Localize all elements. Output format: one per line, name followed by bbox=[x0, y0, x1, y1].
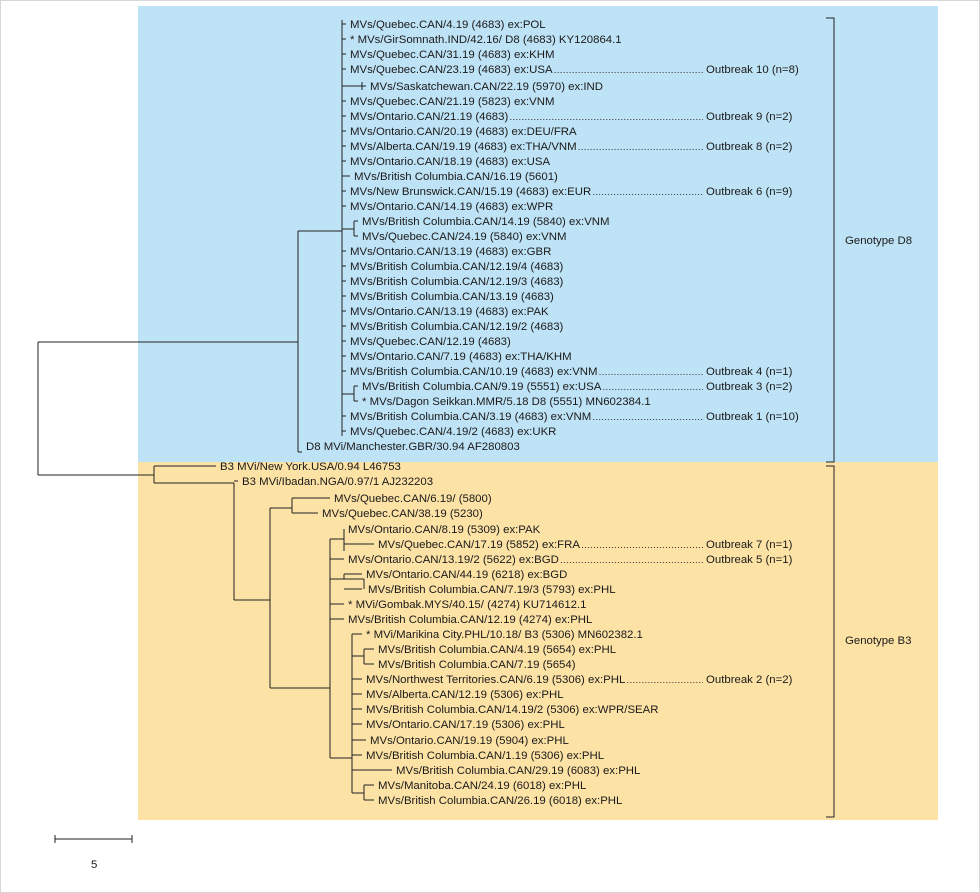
outbreak-label: Outbreak 5 (n=1) bbox=[706, 554, 793, 566]
taxon-label: MVs/Ontario.CAN/17.19 (5306) ex:PHL bbox=[366, 719, 565, 731]
taxon-label: MVs/British Columbia.CAN/12.19/4 (4683) bbox=[350, 261, 564, 273]
taxon-label: * MVs/Dagon Seikkan.MMR/5.18 D8 (5551) M… bbox=[362, 396, 651, 408]
taxon-label: MVs/Ontario.CAN/7.19 (4683) ex:THA/KHM bbox=[350, 351, 572, 363]
taxon-label: MVs/Quebec.CAN/17.19 (5852) ex:FRA bbox=[378, 539, 580, 551]
taxon-label: MVs/Ontario.CAN/19.19 (5904) ex:PHL bbox=[370, 735, 569, 747]
taxon-label: MVs/Alberta.CAN/12.19 (5306) ex:PHL bbox=[366, 689, 564, 701]
taxon-label: MVs/Northwest Territories.CAN/6.19 (5306… bbox=[366, 674, 625, 686]
taxon-label: MVs/British Columbia.CAN/1.19 (5306) ex:… bbox=[366, 750, 604, 762]
taxon-label: MVs/Ontario.CAN/8.19 (5309) ex:PAK bbox=[348, 524, 541, 536]
taxon-label: B3 MVi/New York.USA/0.94 L46753 bbox=[220, 461, 401, 473]
genotype-bracket bbox=[826, 17, 835, 463]
genotype-d8-region bbox=[138, 6, 938, 462]
taxon-label: MVs/Quebec.CAN/23.19 (4683) ex:USA bbox=[350, 64, 553, 76]
taxon-label: MVs/British Columbia.CAN/16.19 (5601) bbox=[354, 171, 558, 183]
taxon-label: MVs/Ontario.CAN/13.19/2 (5622) ex:BGD bbox=[348, 554, 559, 566]
taxon-label: * MVi/Gombak.MYS/40.15/ (4274) KU714612.… bbox=[348, 599, 587, 611]
taxon-label: MVs/Manitoba.CAN/24.19 (6018) ex:PHL bbox=[378, 780, 586, 792]
outbreak-label: Outbreak 10 (n=8) bbox=[706, 64, 799, 76]
taxon-label: MVs/British Columbia.CAN/7.19/3 (5793) e… bbox=[368, 584, 616, 596]
outbreak-label: Outbreak 9 (n=2) bbox=[706, 111, 793, 123]
taxon-label: MVs/British Columbia.CAN/13.19 (4683) bbox=[350, 291, 554, 303]
taxon-label: MVs/Ontario.CAN/14.19 (4683) ex:WPR bbox=[350, 201, 553, 213]
genotype-label: Genotype B3 bbox=[845, 635, 912, 647]
taxon-label: MVs/Quebec.CAN/6.19/ (5800) bbox=[334, 493, 492, 505]
outbreak-label: Outbreak 7 (n=1) bbox=[706, 539, 793, 551]
taxon-label: MVs/British Columbia.CAN/10.19 (4683) ex… bbox=[350, 366, 598, 378]
outbreak-label: Outbreak 4 (n=1) bbox=[706, 366, 793, 378]
taxon-label: MVs/Quebec.CAN/4.19 (4683) ex:POL bbox=[350, 19, 546, 31]
taxon-label: MVs/British Columbia.CAN/14.19/2 (5306) … bbox=[366, 704, 658, 716]
taxon-label: MVs/Quebec.CAN/4.19/2 (4683) ex:UKR bbox=[350, 426, 556, 438]
taxon-label: MVs/New Brunswick.CAN/15.19 (4683) ex:EU… bbox=[350, 186, 591, 198]
taxon-label: B3 MVi/Ibadan.NGA/0.97/1 AJ232203 bbox=[242, 476, 433, 488]
taxon-label: MVs/Quebec.CAN/24.19 (5840) ex:VNM bbox=[362, 231, 567, 243]
outbreak-label: Outbreak 6 (n=9) bbox=[706, 186, 793, 198]
taxon-label: MVs/Ontario.CAN/13.19 (4683) ex:PAK bbox=[350, 306, 549, 318]
genotype-label: Genotype D8 bbox=[845, 235, 912, 247]
taxon-label: * MVs/GirSomnath.IND/42.16/ D8 (4683) KY… bbox=[350, 34, 622, 46]
scale-bar-label: 5 bbox=[91, 859, 97, 871]
taxon-label: MVs/British Columbia.CAN/7.19 (5654) bbox=[378, 659, 576, 671]
taxon-label: MVs/Saskatchewan.CAN/22.19 (5970) ex:IND bbox=[370, 81, 603, 93]
taxon-label: MVs/Quebec.CAN/21.19 (5823) ex:VNM bbox=[350, 96, 555, 108]
taxon-label: MVs/British Columbia.CAN/9.19 (5551) ex:… bbox=[362, 381, 602, 393]
taxon-label: MVs/British Columbia.CAN/12.19/2 (4683) bbox=[350, 321, 564, 333]
taxon-label: MVs/British Columbia.CAN/29.19 (6083) ex… bbox=[396, 765, 640, 777]
taxon-label: MVs/Alberta.CAN/19.19 (4683) ex:THA/VNM bbox=[350, 141, 577, 153]
taxon-label: D8 MVi/Manchester.GBR/30.94 AF280803 bbox=[306, 441, 520, 453]
taxon-label: MVs/Quebec.CAN/31.19 (4683) ex:KHM bbox=[350, 49, 555, 61]
taxon-label: MVs/British Columbia.CAN/14.19 (5840) ex… bbox=[362, 216, 610, 228]
taxon-label: MVs/Ontario.CAN/13.19 (4683) ex:GBR bbox=[350, 246, 551, 258]
taxon-label: MVs/British Columbia.CAN/12.19 (4274) ex… bbox=[348, 614, 592, 626]
taxon-label: MVs/British Columbia.CAN/3.19 (4683) ex:… bbox=[350, 411, 591, 423]
genotype-b3-region bbox=[138, 462, 938, 820]
taxon-label: MVs/Ontario.CAN/21.19 (4683) bbox=[350, 111, 508, 123]
outbreak-label: Outbreak 1 (n=10) bbox=[706, 411, 799, 423]
outbreak-label: Outbreak 3 (n=2) bbox=[706, 381, 793, 393]
outbreak-label: Outbreak 2 (n=2) bbox=[706, 674, 793, 686]
taxon-label: * MVi/Marikina City.PHL/10.18/ B3 (5306)… bbox=[366, 629, 643, 641]
taxon-label: MVs/British Columbia.CAN/4.19 (5654) ex:… bbox=[378, 644, 616, 656]
taxon-label: MVs/Quebec.CAN/38.19 (5230) bbox=[322, 508, 483, 520]
outbreak-label: Outbreak 8 (n=2) bbox=[706, 141, 793, 153]
taxon-label: MVs/Ontario.CAN/20.19 (4683) ex:DEU/FRA bbox=[350, 126, 577, 138]
taxon-label: MVs/British Columbia.CAN/12.19/3 (4683) bbox=[350, 276, 564, 288]
taxon-label: MVs/Quebec.CAN/12.19 (4683) bbox=[350, 336, 511, 348]
taxon-label: MVs/Ontario.CAN/18.19 (4683) ex:USA bbox=[350, 156, 550, 168]
genotype-bracket bbox=[826, 465, 835, 818]
taxon-label: MVs/Ontario.CAN/44.19 (6218) ex:BGD bbox=[366, 569, 567, 581]
taxon-label: MVs/British Columbia.CAN/26.19 (6018) ex… bbox=[378, 795, 622, 807]
